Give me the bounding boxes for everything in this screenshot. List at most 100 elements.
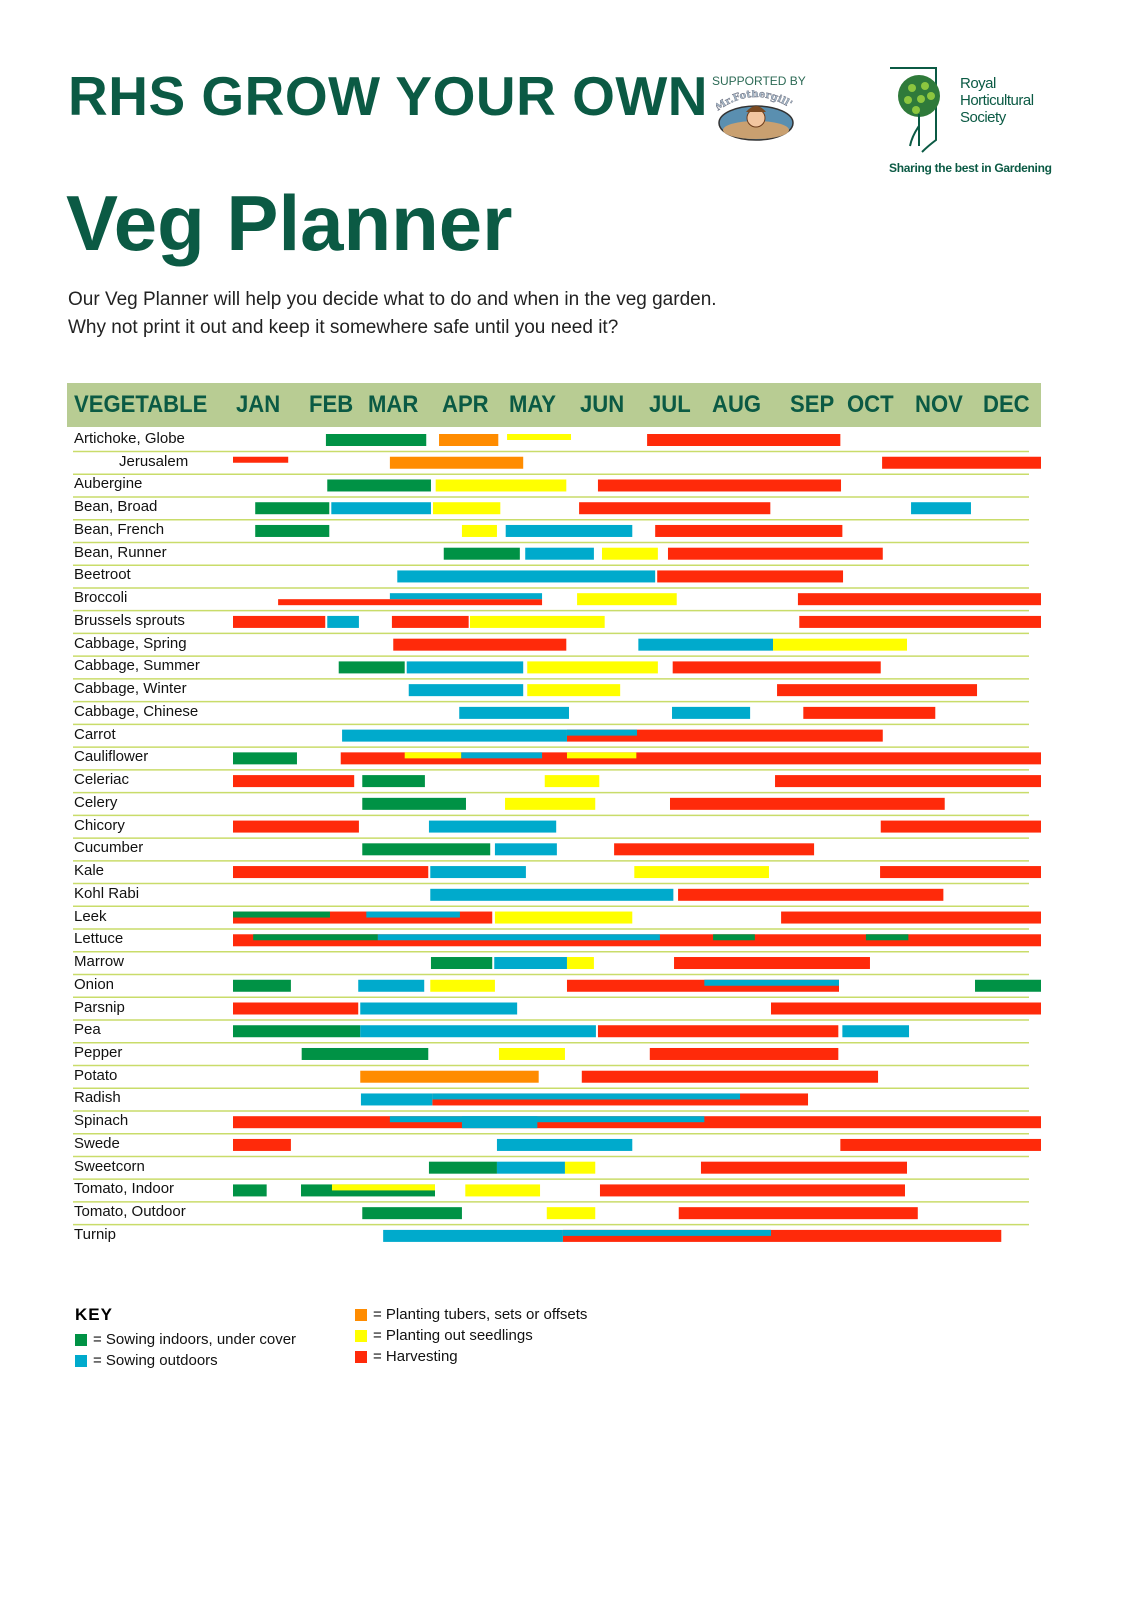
rhs-name: Royal Horticultural Society [960, 75, 1034, 126]
bar-h [669, 797, 945, 810]
row-label: Jerusalem [119, 452, 189, 470]
intro-line: Why not print it out and keep it somewhe… [68, 317, 619, 338]
bar-po [331, 1184, 435, 1191]
bar-si [362, 797, 466, 810]
key-swatch [355, 1350, 367, 1363]
row-label: Beetroot [74, 566, 131, 584]
row-label: Leek [74, 907, 107, 925]
bar-h [880, 866, 1041, 879]
bar-so [911, 502, 971, 515]
row-label: Bean, Runner [74, 543, 167, 561]
bar-h [678, 1207, 918, 1220]
bar-si [362, 775, 425, 788]
row-label: Celeriac [74, 771, 130, 789]
bar-si [301, 1047, 429, 1060]
bar-so [408, 684, 524, 697]
month-header-apr: APR [442, 391, 489, 418]
key-item-si: = Sowing indoors, under cover [75, 1331, 296, 1348]
key-item-so: = Sowing outdoors [75, 1352, 218, 1369]
row-label: Turnip [74, 1225, 116, 1243]
bar-po [527, 684, 621, 697]
bar-h [803, 706, 936, 719]
bar-po [430, 979, 495, 992]
bar-si [253, 934, 378, 941]
bar-po [404, 752, 462, 759]
bar-si [338, 661, 405, 674]
bar-h [233, 820, 359, 833]
bar-so [432, 1093, 741, 1100]
row-label: Kohl Rabi [74, 884, 140, 902]
bar-po [564, 1161, 596, 1174]
bar-so [327, 615, 359, 628]
bar-po [465, 1184, 541, 1197]
bar-so [842, 1025, 910, 1038]
rhs-name-line: Horticultural [960, 92, 1034, 109]
bar-so [342, 729, 567, 742]
bar-so [496, 1138, 633, 1151]
key-item-po: = Planting out seedlings [355, 1327, 533, 1344]
month-header-jun: JUN [580, 391, 625, 418]
bar-pt [360, 1070, 539, 1083]
bar-si [233, 1025, 361, 1038]
bar-so [505, 524, 633, 537]
column-header-vegetable: VEGETABLE [74, 391, 208, 418]
row-label: Sweetcorn [74, 1157, 145, 1175]
bar-so [428, 820, 557, 833]
row-label: Cabbage, Summer [74, 657, 200, 675]
bar-h [880, 820, 1041, 833]
bar-h [597, 1025, 839, 1038]
month-header-oct: OCT [847, 391, 894, 418]
row-label: Cabbage, Winter [74, 680, 187, 698]
row-label: Broccoli [74, 589, 128, 607]
month-header-sep: SEP [790, 391, 835, 418]
bar-so [459, 706, 569, 719]
row-label: Bean, French [74, 520, 165, 538]
bar-si [443, 547, 520, 560]
bar-h [797, 593, 1041, 606]
bar-po [432, 502, 501, 515]
key-label: = Harvesting [373, 1348, 458, 1365]
bar-so [430, 888, 674, 901]
month-header-mar: MAR [368, 391, 419, 418]
bar-po [566, 957, 594, 970]
bar-h [657, 570, 844, 583]
bar-so [562, 1229, 771, 1236]
bar-so [360, 1093, 433, 1106]
bar-so [430, 866, 526, 879]
bar-h [770, 1002, 1041, 1015]
bar-h [647, 434, 841, 446]
bar-so [366, 911, 460, 918]
bar-h [233, 615, 326, 628]
bar-po [498, 1047, 565, 1060]
bar-pt [439, 434, 499, 446]
bar-so [358, 979, 425, 992]
bar-h [278, 599, 543, 606]
intro-line: Our Veg Planner will help you decide wha… [68, 289, 717, 310]
bar-h [799, 615, 1041, 628]
row-label: Marrow [74, 953, 125, 971]
bar-so [496, 1161, 565, 1174]
bar-h [840, 1138, 1041, 1151]
bar-si [362, 1207, 462, 1220]
bar-si [233, 911, 330, 918]
bar-so [360, 1002, 518, 1015]
bar-po [544, 775, 600, 788]
row-label: Kale [74, 862, 105, 880]
month-header-dec: DEC [983, 391, 1030, 418]
bar-po [505, 797, 596, 810]
row-label: Lettuce [74, 930, 124, 948]
bar-h [678, 888, 944, 901]
row-label: Cabbage, Chinese [74, 702, 199, 720]
bar-po [601, 547, 658, 560]
key-item-h: = Harvesting [355, 1348, 458, 1365]
row-label: Celery [74, 793, 118, 811]
bar-po [470, 615, 605, 628]
bar-so [360, 1025, 596, 1038]
row-label: Potato [74, 1066, 118, 1084]
bar-h [391, 615, 469, 628]
month-header-aug: AUG [712, 391, 762, 418]
bar-h [777, 684, 978, 697]
month-header-nov: NOV [915, 391, 963, 418]
rhs-name-line: Society [960, 109, 1006, 126]
bar-po [527, 661, 658, 674]
